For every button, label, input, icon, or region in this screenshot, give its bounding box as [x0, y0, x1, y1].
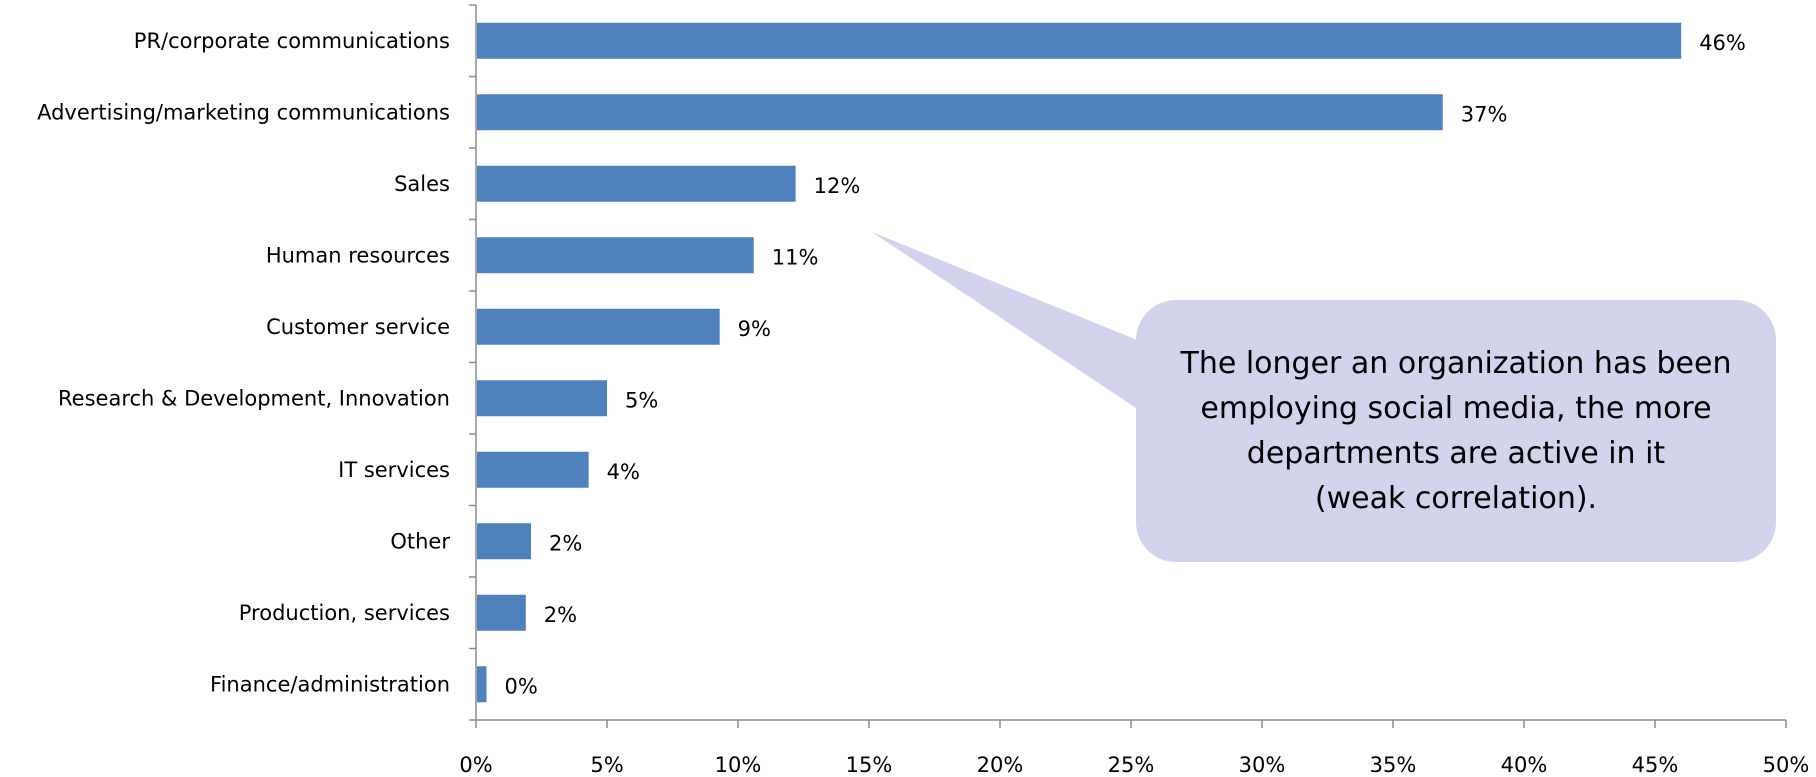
value-label: 4%: [607, 460, 640, 484]
bar: [477, 165, 796, 202]
category-label: PR/corporate communications: [134, 29, 450, 53]
bar: [477, 380, 607, 417]
bar: [477, 523, 532, 560]
value-label: 0%: [504, 674, 537, 698]
callout-pointer-wedge: [872, 232, 1142, 412]
bar: [477, 94, 1443, 131]
value-label: 2%: [549, 531, 582, 555]
bar: [477, 22, 1682, 59]
category-labels: PR/corporate communications Advertising/m…: [37, 29, 450, 697]
x-tick-label: 0%: [459, 753, 492, 777]
bar: [477, 594, 526, 631]
callout-line-3: departments are active in it: [1246, 436, 1666, 471]
bar: [477, 237, 754, 274]
annotation-callout: The longer an organization has been empl…: [1136, 300, 1776, 562]
category-label: Sales: [394, 172, 450, 196]
value-label: 5%: [625, 388, 658, 412]
category-label: Customer service: [266, 315, 450, 339]
category-label: Other: [390, 529, 450, 553]
x-tick-label: 45%: [1632, 753, 1679, 777]
bar: [477, 451, 589, 488]
category-label: Advertising/marketing communications: [37, 100, 450, 124]
value-label: 2%: [544, 603, 577, 627]
value-labels: 46% 37% 12% 11% 9% 5% 4% 2% 2% 0%: [504, 31, 1745, 699]
callout-line-1: The longer an organization has been: [1180, 346, 1732, 381]
bars-group: [477, 22, 1682, 703]
bar: [477, 666, 487, 703]
category-label: IT services: [338, 458, 450, 482]
x-tick-label: 5%: [590, 753, 623, 777]
value-label: 37%: [1461, 102, 1508, 126]
category-label: Finance/administration: [210, 672, 450, 696]
callout-line-4: (weak correlation).: [1314, 481, 1598, 516]
x-tick-label: 50%: [1763, 753, 1810, 777]
value-label: 11%: [772, 245, 819, 269]
x-tick-label: 30%: [1239, 753, 1286, 777]
x-tick-label: 35%: [1370, 753, 1417, 777]
x-tick-label: 15%: [846, 753, 893, 777]
x-tick-label: 20%: [977, 753, 1024, 777]
category-label: Production, services: [239, 601, 450, 625]
value-label: 9%: [738, 317, 771, 341]
category-label: Research & Development, Innovation: [58, 386, 450, 410]
callout-line-2: employing social media, the more: [1200, 391, 1712, 426]
bar: [477, 308, 720, 345]
value-label: 12%: [814, 174, 861, 198]
axes: [469, 4, 1787, 728]
x-tick-labels: 0% 5% 10% 15% 20% 25% 30% 35% 40% 45% 50%: [459, 753, 1809, 777]
x-tick-label: 10%: [715, 753, 762, 777]
value-label: 46%: [1699, 31, 1746, 55]
category-label: Human resources: [266, 243, 450, 267]
callout-pointer: [872, 232, 1142, 412]
x-tick-label: 25%: [1108, 753, 1155, 777]
x-tick-label: 40%: [1501, 753, 1548, 777]
callout-text: The longer an organization has been empl…: [1181, 341, 1732, 521]
